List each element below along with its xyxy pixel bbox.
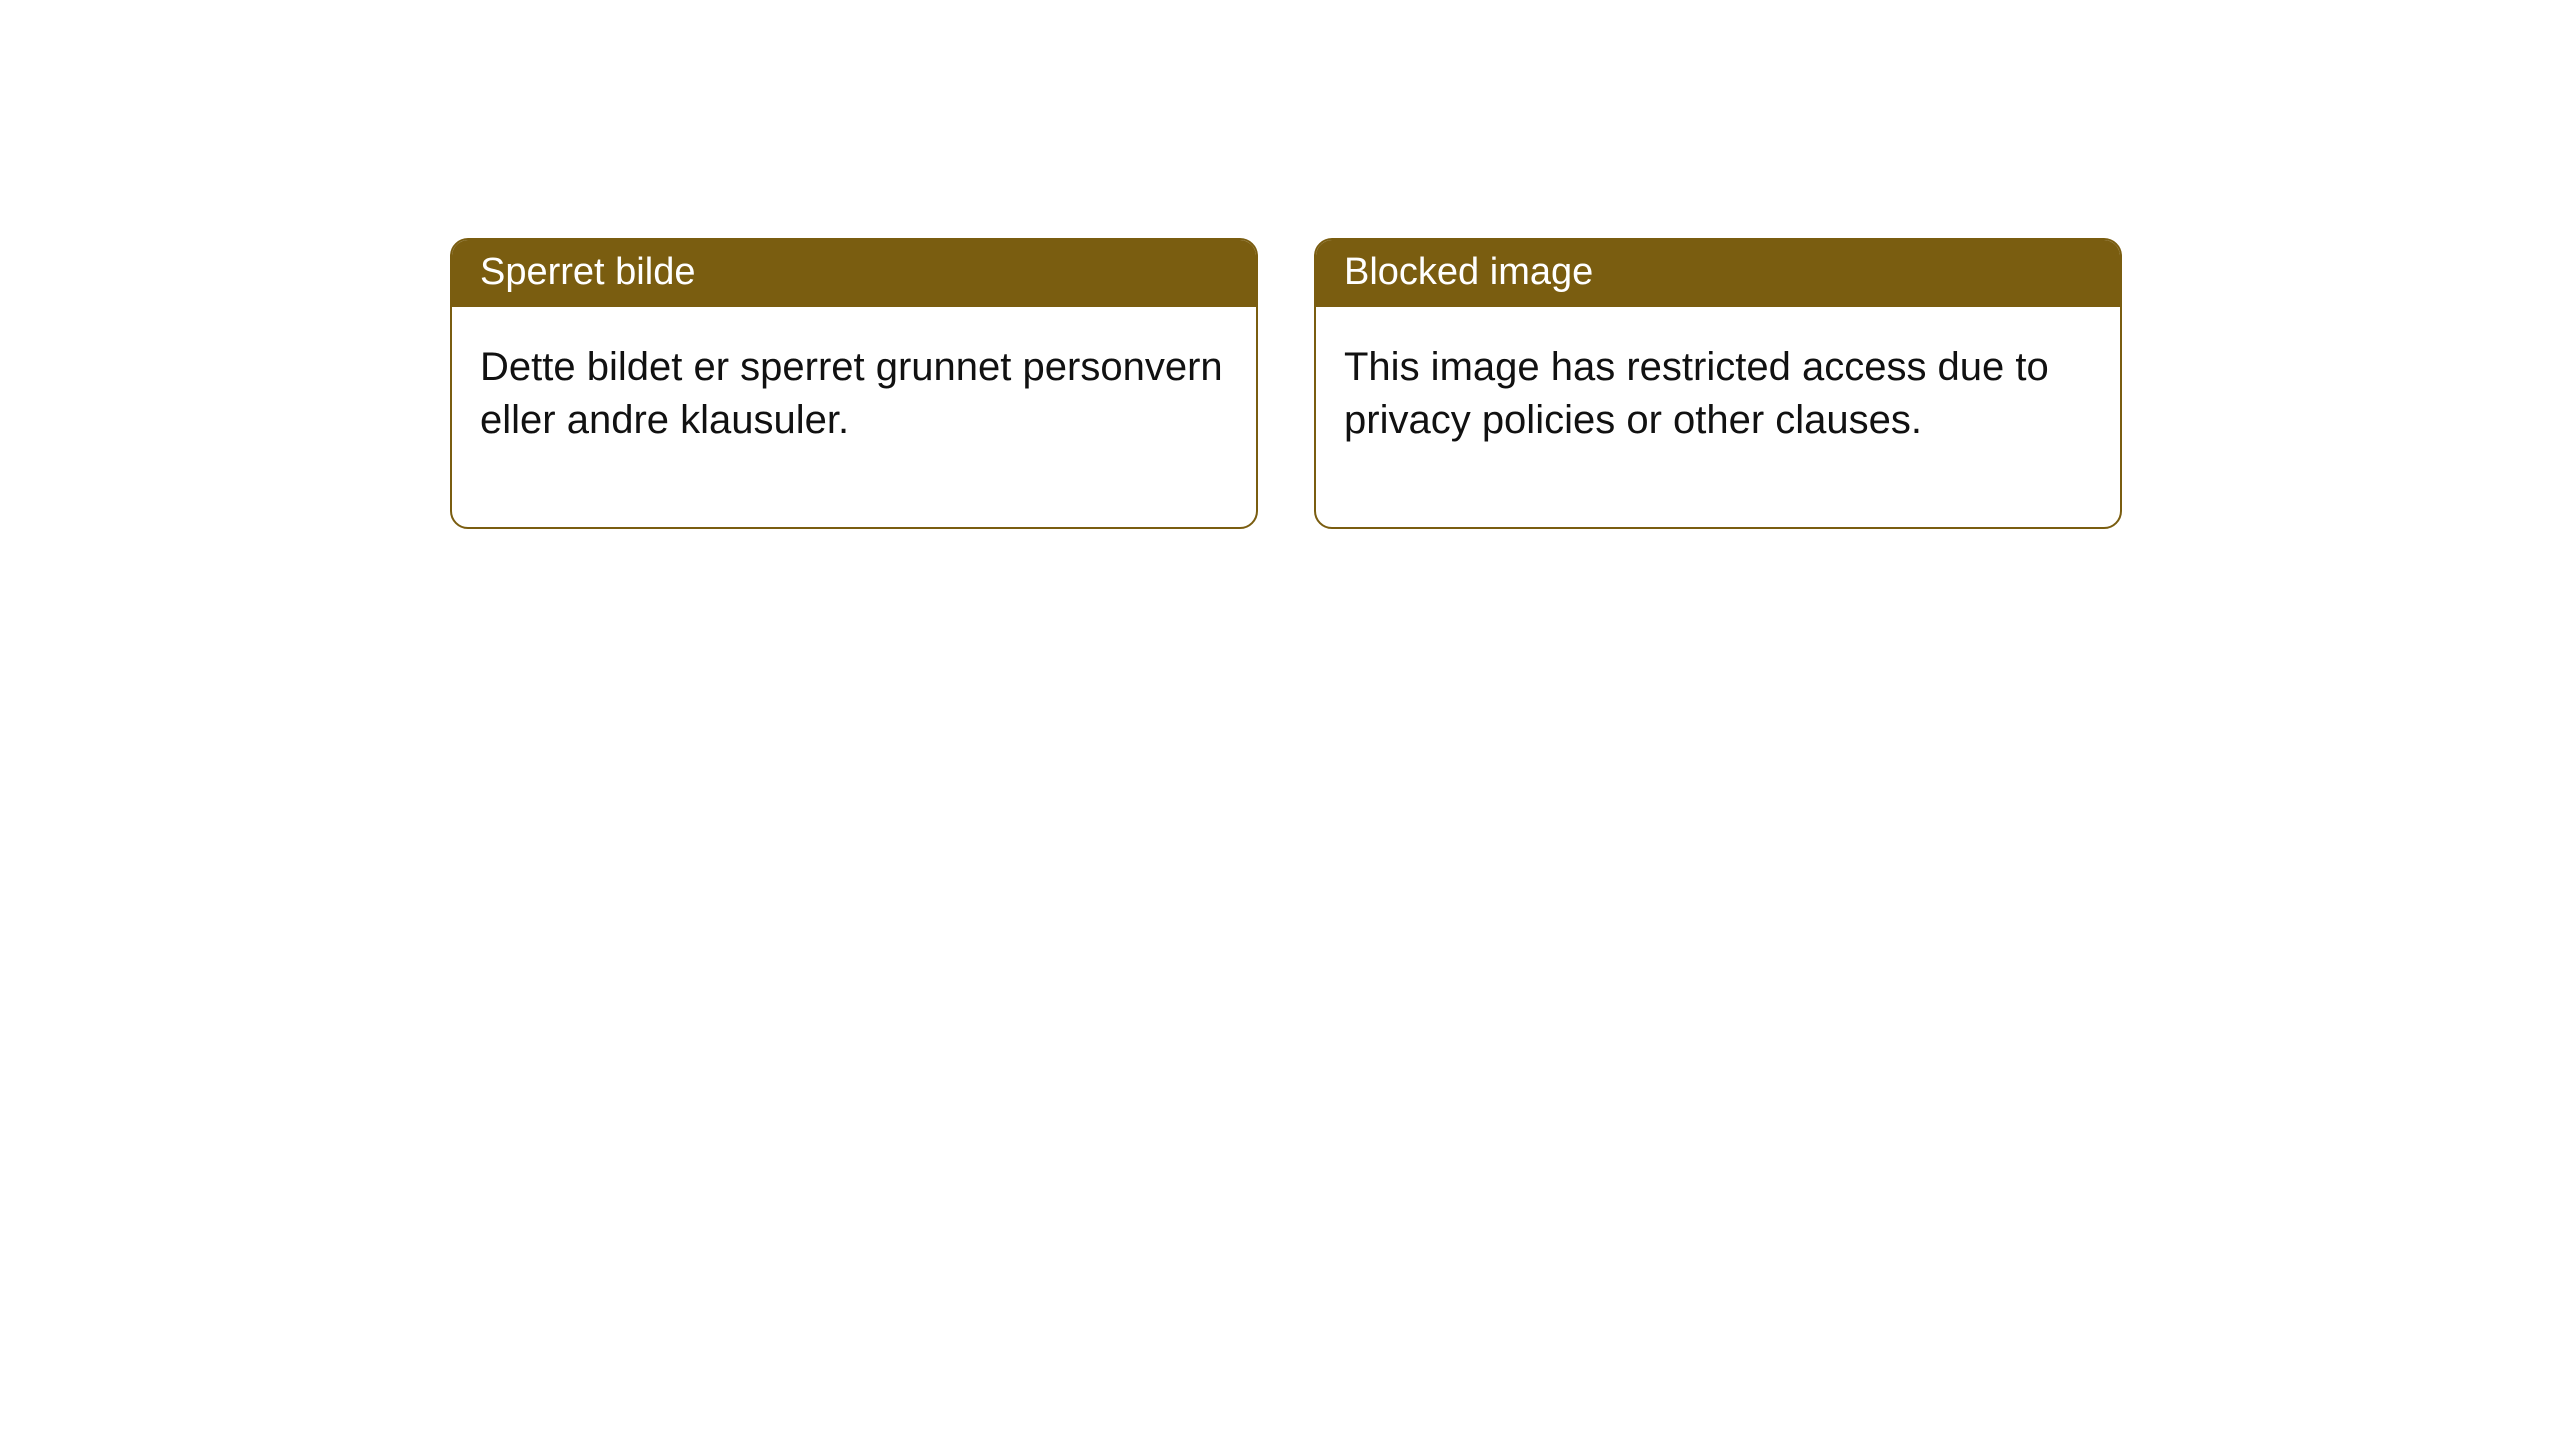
notice-container: Sperret bilde Dette bildet er sperret gr… bbox=[450, 238, 2122, 529]
card-body-text: Dette bildet er sperret grunnet personve… bbox=[480, 345, 1223, 442]
blocked-image-card-en: Blocked image This image has restricted … bbox=[1314, 238, 2122, 529]
card-header: Blocked image bbox=[1316, 240, 2120, 307]
blocked-image-card-no: Sperret bilde Dette bildet er sperret gr… bbox=[450, 238, 1258, 529]
card-body: Dette bildet er sperret grunnet personve… bbox=[452, 307, 1256, 527]
card-title: Blocked image bbox=[1344, 251, 1593, 293]
card-body-text: This image has restricted access due to … bbox=[1344, 345, 2049, 442]
card-title: Sperret bilde bbox=[480, 251, 695, 293]
card-header: Sperret bilde bbox=[452, 240, 1256, 307]
card-body: This image has restricted access due to … bbox=[1316, 307, 2120, 527]
